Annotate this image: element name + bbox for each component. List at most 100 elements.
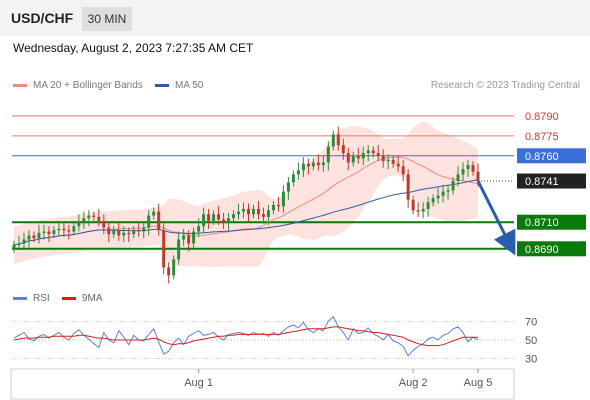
candle — [177, 231, 181, 265]
level-tag-box-0.8690 — [517, 241, 586, 257]
candle-body — [416, 210, 420, 212]
candle-body — [62, 228, 66, 231]
candle — [242, 202, 246, 219]
candle-body — [276, 204, 280, 207]
chart-timestamp: Wednesday, August 2, 2023 7:27:35 AM CET — [13, 41, 254, 55]
candle — [381, 149, 385, 168]
candle-body — [381, 155, 385, 162]
candle — [411, 195, 415, 215]
candle — [47, 226, 51, 243]
candle-body — [177, 239, 181, 260]
candle-body — [197, 226, 201, 232]
candle — [12, 240, 16, 253]
candle — [157, 203, 161, 236]
candle — [37, 224, 41, 244]
level-label-0.8710: 0.8710 — [525, 217, 559, 229]
candle — [217, 206, 221, 225]
candle-body — [172, 259, 176, 276]
candle — [82, 211, 86, 229]
candle-body — [446, 190, 450, 192]
candle-body — [142, 227, 146, 232]
x-tick-label-Aug 5: Aug 5 — [464, 377, 493, 389]
candle — [276, 196, 280, 212]
candle — [396, 155, 400, 172]
candle — [212, 210, 216, 225]
candle — [182, 228, 186, 247]
candle-body — [466, 165, 470, 170]
candle-body — [227, 218, 231, 223]
candle-body — [112, 230, 116, 235]
candle — [376, 145, 380, 162]
ma20-legend-label: MA 20 + Bollinger Bands — [33, 80, 143, 91]
candle — [187, 230, 191, 252]
candle — [466, 159, 470, 178]
candle-body — [326, 146, 330, 163]
candle — [162, 223, 166, 275]
candle — [271, 200, 275, 215]
candle-body — [301, 163, 305, 171]
candle-body — [17, 243, 21, 245]
ma50-line — [13, 179, 479, 246]
candle — [102, 214, 106, 235]
candle — [386, 154, 390, 170]
candle — [251, 204, 255, 219]
candle-body — [426, 202, 430, 209]
candle — [227, 212, 231, 231]
symbol-label: USD/CHF — [11, 10, 74, 26]
candles-layer — [12, 126, 480, 284]
level-tag-0.8775: 0.8775 — [525, 131, 559, 143]
candle-body — [291, 174, 295, 183]
candle-body — [222, 219, 226, 223]
candle — [97, 208, 101, 227]
candle — [326, 141, 330, 171]
candle — [167, 262, 171, 284]
candle — [137, 222, 141, 237]
candle — [32, 231, 36, 243]
candle-body — [281, 191, 285, 207]
candle — [421, 202, 425, 219]
candle — [261, 207, 265, 224]
candle-body — [311, 162, 315, 167]
candle-body — [421, 208, 425, 212]
source-credit: Research © 2023 Trading Central — [430, 80, 580, 91]
candle — [192, 227, 196, 248]
candle-body — [306, 163, 310, 167]
candle-body — [57, 228, 61, 231]
candle-body — [456, 174, 460, 182]
candle-body — [396, 163, 400, 167]
candle-body — [12, 244, 16, 249]
candle — [286, 177, 290, 200]
candle — [147, 210, 151, 236]
candle-body — [147, 215, 151, 228]
candle-body — [431, 198, 435, 203]
candle-body — [207, 214, 211, 221]
time-axis-frame — [10, 368, 515, 400]
candle-body — [242, 208, 246, 212]
rsi-tick-label-50: 50 — [525, 335, 537, 347]
candle-body — [386, 159, 390, 162]
timeframe-button[interactable]: 30 MIN — [82, 7, 132, 31]
candle — [207, 208, 211, 229]
candle — [371, 146, 375, 158]
rsi-legend-label: RSI — [33, 293, 50, 304]
candle-body — [406, 174, 410, 200]
candle-body — [212, 214, 216, 221]
candle — [461, 162, 465, 182]
candle — [426, 196, 430, 217]
candle-body — [256, 208, 260, 215]
candle-body — [286, 182, 290, 192]
candle-body — [32, 235, 36, 239]
candle — [232, 210, 236, 223]
candle-body — [356, 155, 360, 159]
candle — [301, 157, 305, 178]
candle — [246, 203, 250, 223]
candle-body — [97, 216, 101, 221]
candle — [67, 224, 71, 240]
candle-body — [72, 226, 76, 232]
candle — [336, 126, 340, 151]
candle-body — [461, 169, 465, 175]
candle-body — [117, 230, 121, 236]
rsi-panel: 70 50 30 — [12, 315, 537, 366]
level-label-0.8775: 0.8775 — [525, 131, 559, 143]
